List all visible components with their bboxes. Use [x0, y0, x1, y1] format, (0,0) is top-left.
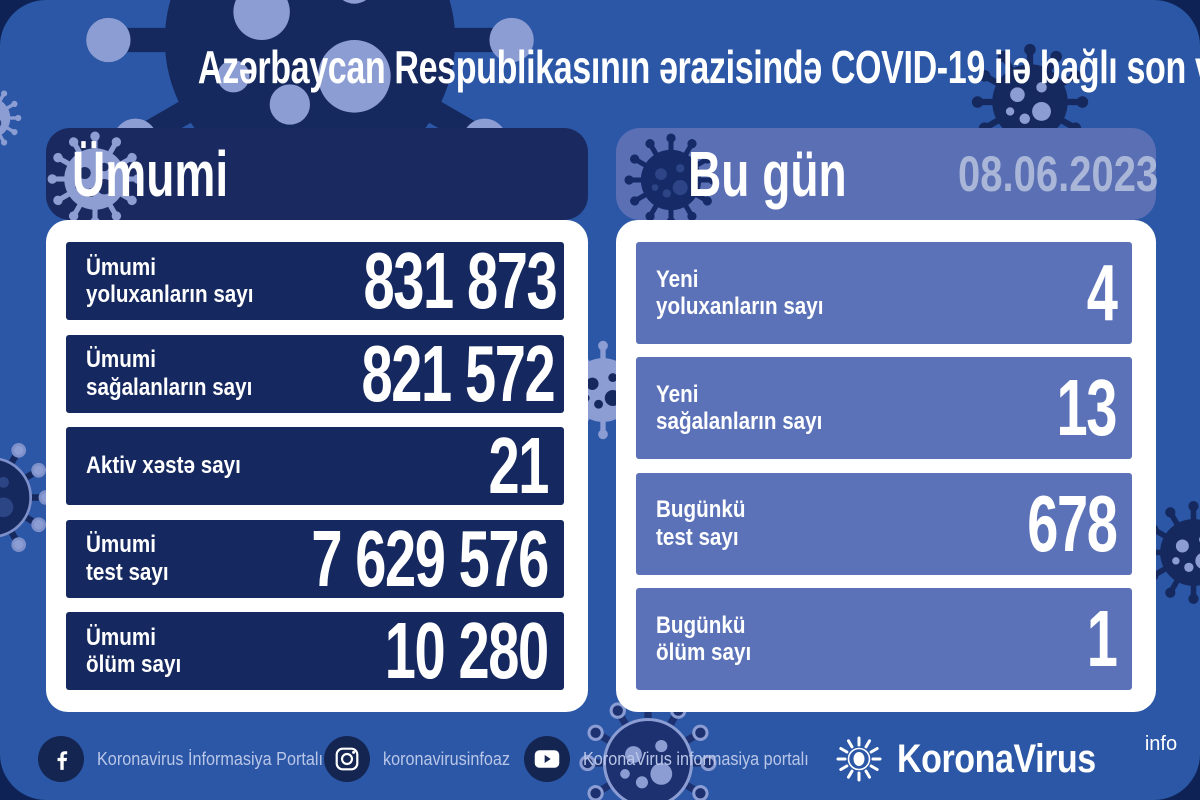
facebook-link[interactable]: Koronavirus İnformasiya Portalı: [38, 736, 348, 782]
stat-label: Bugünkü test sayı: [656, 496, 746, 551]
logo-superscript: info: [1144, 732, 1178, 755]
instagram-link[interactable]: koronavirusinfoaz: [324, 736, 524, 782]
stat-value: 1: [1086, 593, 1117, 683]
stat-label: Ümumi ölüm sayı: [86, 623, 182, 678]
stat-label: Yeni sağalanların sayı: [656, 380, 823, 436]
today-header-label: Bu gün: [688, 138, 847, 210]
row-today-tests: Bugünkü test sayı 678: [636, 472, 1132, 575]
stat-value: 13: [1056, 363, 1118, 453]
report-date: 08.06.2023: [958, 146, 1159, 202]
title-bar: Azərbaycan Respublikasının ərazisində CO…: [0, 40, 1200, 94]
stat-value: 21: [488, 421, 550, 510]
stat-label: Ümumi test sayı: [86, 531, 169, 586]
totals-header: Ümumi: [46, 128, 588, 227]
stat-value: 7 629 576: [311, 513, 549, 603]
stat-value: 4: [1086, 248, 1117, 337]
today-header: Bu gün 08.06.2023: [616, 128, 1159, 227]
instagram-label: koronavirusinfoaz: [383, 748, 510, 769]
instagram-icon: [324, 736, 370, 782]
row-new-infections: Yeni yoluxanların sayı 4: [636, 242, 1132, 344]
facebook-icon: [38, 736, 84, 782]
row-total-tests: Ümumi test sayı 7 629 576: [66, 513, 564, 603]
youtube-icon: [524, 736, 570, 782]
row-total-infections: Ümumi yoluxanların sayı 831 873: [66, 236, 564, 325]
row-total-deaths: Ümumi ölüm sayı 10 280: [66, 606, 564, 695]
row-new-recovered: Yeni sağalanların sayı 13: [636, 357, 1132, 460]
stat-value: 678: [1026, 478, 1118, 568]
totals-panel: Ümumi yoluxanların sayı 831 873 Ümumi sa…: [46, 220, 588, 712]
row-today-deaths: Bugünkü ölüm sayı 1: [636, 587, 1132, 690]
row-total-recovered: Ümumi sağalanların sayı 821 572: [66, 328, 564, 418]
youtube-label: KoronaVirus informasiya portalı: [583, 748, 809, 769]
page-title: Azərbaycan Respublikasının ərazisində CO…: [197, 41, 1200, 93]
logo-text: KoronaVirus: [897, 736, 1096, 781]
facebook-label: Koronavirus İnformasiya Portalı: [97, 748, 323, 769]
totals-header-label: Ümumi: [72, 138, 229, 210]
stat-value: 821 572: [362, 328, 556, 418]
row-active-cases: Aktiv xəstə sayı 21: [66, 421, 564, 510]
youtube-link[interactable]: KoronaVirus informasiya portalı: [524, 736, 834, 782]
stat-label: Ümumi yoluxanların sayı: [86, 253, 254, 308]
stat-label: Yeni yoluxanların sayı: [656, 265, 824, 320]
today-panel: Yeni yoluxanların sayı 4 Yeni sağalanlar…: [616, 220, 1156, 712]
stat-value: 831 873: [363, 236, 557, 325]
stat-label: Ümumi sağalanların sayı: [86, 346, 253, 401]
sun-virus-icon: [834, 734, 884, 784]
koronavirus-logo: KoronaVirus info: [834, 732, 1178, 784]
stat-value: 10 280: [385, 606, 549, 695]
stat-label: Bugünkü ölüm sayı: [656, 611, 752, 666]
stat-label: Aktiv xəstə sayı: [86, 452, 241, 480]
